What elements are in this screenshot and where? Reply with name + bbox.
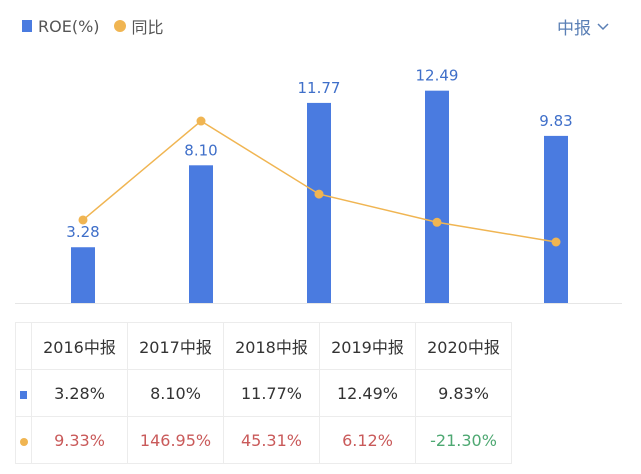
- yoy-row: 9.33% 146.95% 45.31% 6.12% -21.30%: [15, 416, 512, 464]
- yoy-point: [196, 116, 206, 126]
- data-table: 2016中报 2017中报 2018中报 2019中报 2020中报 3.28%…: [15, 322, 512, 464]
- roe-marker: [20, 390, 27, 399]
- yoy-cell: 146.95%: [127, 416, 224, 464]
- roe-bar: [71, 247, 95, 303]
- yoy-legend-label: 同比: [131, 18, 164, 37]
- yoy-point: [314, 189, 324, 199]
- yoy-cell: -21.30%: [415, 416, 512, 464]
- roe-data-label: 11.77: [298, 79, 341, 97]
- roe-bar: [189, 165, 213, 303]
- roe-cell: 8.10%: [127, 369, 224, 417]
- header-cell: 2016中报: [31, 322, 128, 370]
- yoy-cell: 9.33%: [31, 416, 128, 464]
- header-cell: 2020中报: [415, 322, 512, 370]
- yoy-point: [551, 237, 561, 247]
- roe-bar: [425, 90, 449, 303]
- yoy-point: [78, 215, 88, 225]
- roe-cell: 9.83%: [415, 369, 512, 417]
- roe-cell: 3.28%: [31, 369, 128, 417]
- roe-data-label: 9.83: [539, 112, 572, 130]
- roe-legend-label: ROE(%): [38, 16, 100, 36]
- legend: ROE(%) 同比: [22, 14, 164, 38]
- roe-row: 3.28% 8.10% 11.77% 12.49% 9.83%: [15, 369, 512, 417]
- roe-bar: [544, 135, 568, 303]
- roe-data-label: 12.49: [416, 67, 459, 85]
- roe-data-label: 8.10: [184, 141, 217, 159]
- roe-bar: [307, 102, 331, 303]
- header-cell: 2017中报: [127, 322, 224, 370]
- roe-data-label: 3.28: [66, 223, 99, 241]
- header-cell: 2019中报: [319, 322, 416, 370]
- roe-cell: 12.49%: [319, 369, 416, 417]
- yoy-marker: [19, 437, 28, 446]
- roe-cell: 11.77%: [223, 369, 320, 417]
- period-label: 中报: [557, 19, 591, 39]
- yoy-cell: 6.12%: [319, 416, 416, 464]
- yoy-legend-marker: [113, 20, 126, 32]
- roe-legend-marker: [22, 20, 32, 32]
- period-selector[interactable]: 中报: [557, 14, 609, 39]
- table-header-row: 2016中报 2017中报 2018中报 2019中报 2020中报: [15, 322, 512, 370]
- header-cell: 2018中报: [223, 322, 320, 370]
- chevron-down-icon: [597, 22, 609, 30]
- chart: 3.28 8.10 11.77 12.49 9.83: [15, 67, 622, 304]
- yoy-point: [432, 217, 442, 227]
- yoy-cell: 45.31%: [223, 416, 320, 464]
